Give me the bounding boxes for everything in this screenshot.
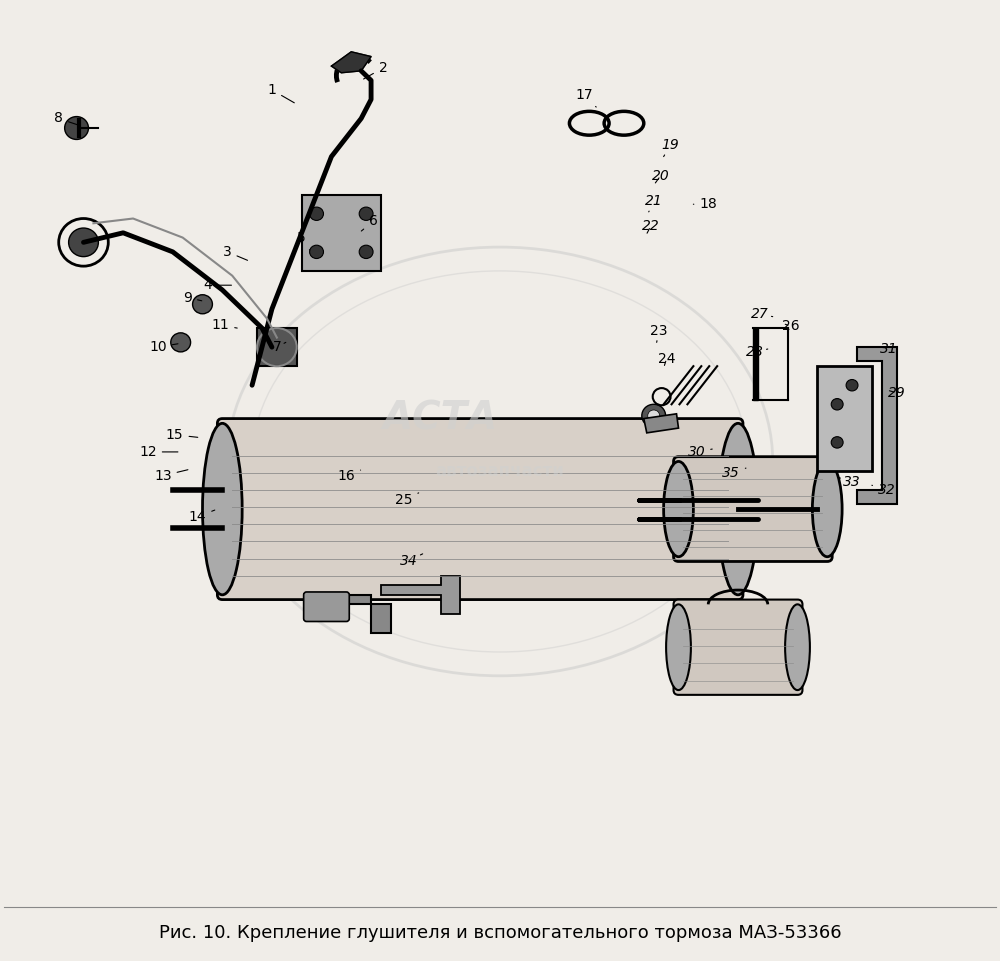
Text: 32: 32: [872, 483, 896, 497]
Text: 30: 30: [687, 445, 712, 459]
Circle shape: [642, 405, 666, 427]
Text: 19: 19: [662, 138, 679, 157]
Text: 9: 9: [183, 290, 202, 305]
Text: 24: 24: [658, 352, 675, 365]
Circle shape: [310, 207, 323, 220]
Polygon shape: [644, 414, 679, 432]
Text: Рис. 10. Крепление глушителя и вспомогательного тормоза МАЗ-53366: Рис. 10. Крепление глушителя и вспомогат…: [159, 924, 841, 942]
Text: 23: 23: [650, 324, 667, 342]
Circle shape: [310, 245, 323, 259]
Text: 7: 7: [273, 340, 286, 354]
Text: 18: 18: [693, 197, 717, 211]
FancyBboxPatch shape: [674, 600, 802, 695]
Text: 34: 34: [400, 554, 423, 568]
Text: 6: 6: [361, 214, 378, 231]
Text: 14: 14: [189, 509, 215, 524]
Ellipse shape: [718, 424, 758, 595]
FancyBboxPatch shape: [217, 419, 743, 600]
Circle shape: [171, 333, 191, 352]
Text: 25: 25: [395, 493, 419, 506]
Text: 10: 10: [149, 340, 178, 354]
FancyBboxPatch shape: [674, 456, 832, 561]
Circle shape: [359, 207, 373, 220]
Text: 8: 8: [54, 111, 79, 126]
Text: 3: 3: [223, 245, 248, 260]
Polygon shape: [331, 595, 391, 633]
Polygon shape: [857, 347, 897, 505]
Text: 2: 2: [364, 61, 387, 79]
Circle shape: [65, 116, 88, 139]
Text: 4: 4: [203, 278, 231, 292]
Text: 35: 35: [722, 466, 746, 480]
Circle shape: [193, 295, 212, 314]
Polygon shape: [257, 328, 297, 366]
Text: 28: 28: [746, 345, 768, 358]
Text: 27: 27: [751, 307, 773, 321]
Circle shape: [846, 380, 858, 391]
Polygon shape: [381, 576, 460, 614]
Text: 29: 29: [888, 386, 906, 400]
Text: 17: 17: [575, 87, 596, 107]
Text: 16: 16: [337, 469, 361, 482]
Polygon shape: [331, 52, 371, 73]
Text: АСТА: АСТА: [383, 400, 498, 437]
FancyBboxPatch shape: [304, 592, 349, 622]
Text: 13: 13: [154, 469, 188, 482]
Ellipse shape: [664, 461, 693, 556]
Ellipse shape: [785, 604, 810, 690]
Circle shape: [648, 410, 660, 422]
Text: 21: 21: [645, 194, 663, 211]
Ellipse shape: [666, 604, 691, 690]
Text: 31: 31: [877, 342, 898, 356]
Ellipse shape: [812, 461, 842, 556]
Ellipse shape: [202, 424, 242, 595]
Text: 15: 15: [166, 428, 198, 442]
Polygon shape: [753, 328, 758, 400]
Text: 1: 1: [267, 83, 294, 103]
Polygon shape: [302, 195, 381, 271]
Text: 11: 11: [211, 318, 237, 333]
Text: 5: 5: [297, 231, 310, 250]
Circle shape: [831, 436, 843, 448]
Text: 33: 33: [839, 476, 861, 489]
Text: 22: 22: [642, 219, 660, 234]
Text: 12: 12: [139, 445, 178, 459]
Polygon shape: [817, 366, 872, 471]
Circle shape: [359, 245, 373, 259]
Text: 26: 26: [782, 319, 799, 333]
Text: автозапчасти: автозапчасти: [436, 462, 564, 480]
Circle shape: [69, 228, 98, 257]
Circle shape: [831, 399, 843, 410]
Text: 20: 20: [652, 168, 670, 183]
